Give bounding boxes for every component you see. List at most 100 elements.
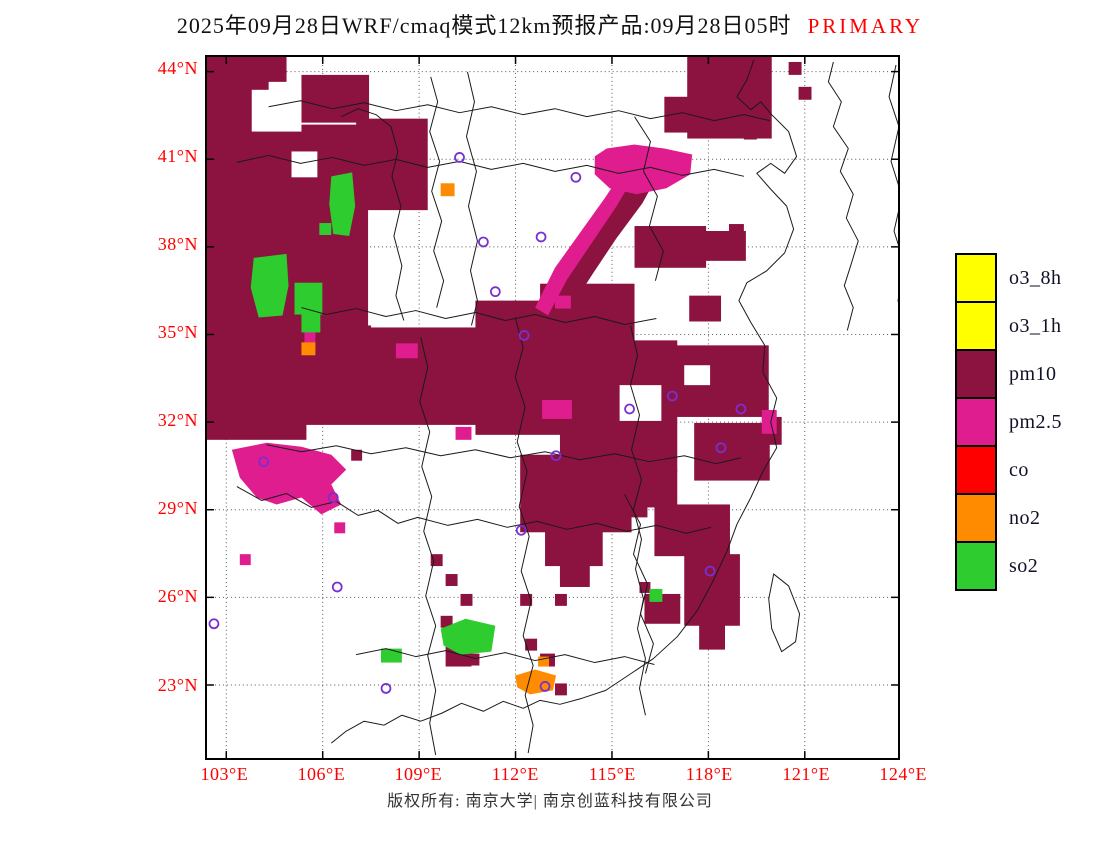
lon-tick-label: 121°E: [782, 764, 831, 784]
city-marker: [715, 442, 727, 454]
legend-swatch: [955, 541, 997, 591]
map-frame: [205, 55, 900, 760]
pollutant-patch-no2: [301, 342, 316, 356]
province-boundary: [429, 76, 445, 308]
title-text: 2025年09月28日WRF/cmaq模式12km预报产品:09月28日05时: [176, 13, 792, 38]
lon-tick-label: 115°E: [588, 764, 636, 784]
pollutant-patch-no2: [538, 656, 550, 667]
legend-label: o3_8h: [1009, 266, 1062, 289]
province-boundary: [419, 337, 437, 756]
legend-item-co: co: [955, 445, 1062, 495]
legend-swatch: [955, 253, 997, 303]
pollutant-patch-so2: [380, 648, 402, 663]
province-boundary: [266, 444, 742, 465]
pollutant-patch-pm10: [525, 638, 538, 651]
pollutant-patch-pm2.5: [395, 343, 418, 359]
province-boundary: [466, 71, 478, 326]
legend-item-so2: so2: [955, 541, 1062, 591]
pollutant-patch-pm10: [788, 61, 802, 75]
pollutant-patch-pm10: [440, 615, 453, 628]
pollutant-patch-pm10: [694, 422, 770, 481]
city-marker: [624, 403, 635, 415]
lat-tick-label: 32°N: [157, 410, 198, 431]
pollutant-patch-clear: [291, 151, 318, 178]
pollutant-patch-no2: [440, 183, 455, 197]
city-marker: [704, 565, 716, 577]
pollutant-patch-pm10: [520, 593, 533, 606]
pollutant-patch-pm2.5: [231, 442, 347, 515]
pollutant-patch-pm10: [689, 295, 722, 322]
lon-tick-label: 112°E: [491, 764, 539, 784]
pollutant-patch-pm2.5: [334, 522, 346, 534]
city-marker: [539, 681, 551, 692]
province-boundary: [236, 486, 712, 534]
pollutant-patch-pm10: [699, 623, 726, 650]
pollutant-patch-pm10: [430, 554, 443, 567]
legend-item-pm10: pm10: [955, 349, 1062, 399]
island-outline: [768, 573, 801, 653]
province-boundary: [624, 494, 654, 674]
city-marker: [515, 524, 527, 536]
province-boundary: [330, 59, 798, 744]
pollutant-patch-pm10: [559, 569, 572, 582]
lat-tick-label: 35°N: [157, 322, 198, 343]
legend-swatch: [955, 397, 997, 447]
province-boundary: [514, 317, 534, 754]
province-boundary: [301, 307, 657, 325]
pollutant-patch-so2: [649, 588, 663, 602]
province-boundary: [236, 154, 745, 177]
city-marker: [550, 450, 562, 462]
pollutant-patch-pm2.5: [455, 426, 472, 440]
lat-tick-label: 38°N: [157, 233, 198, 254]
pollutant-patch-pm10: [460, 593, 473, 606]
city-marker: [454, 152, 465, 163]
city-marker: [518, 330, 530, 341]
pollutant-patch-so2: [301, 312, 321, 333]
legend-label: pm2.5: [1009, 410, 1063, 433]
city-marker: [666, 390, 678, 402]
pollutant-patch-pm2.5: [239, 554, 251, 566]
pollutant-patch-no2: [515, 669, 556, 695]
title-primary-tag: PRIMARY: [807, 14, 924, 38]
legend-label: o3_1h: [1009, 314, 1062, 337]
province-boundary: [827, 61, 859, 331]
city-marker: [208, 618, 220, 630]
province-boundary: [630, 325, 646, 716]
lat-tick-label: 41°N: [157, 145, 198, 166]
city-marker: [478, 236, 489, 248]
pollutant-patch-pm10: [351, 449, 363, 461]
legend-label: co: [1009, 458, 1029, 481]
legend: o3_8h o3_1h pm10 pm2.5 co no2 so2: [955, 253, 1062, 591]
legend-swatch: [955, 493, 997, 543]
lat-tick-label: 26°N: [157, 586, 198, 607]
province-boundary: [888, 64, 898, 303]
pollutant-patch-pm2.5: [554, 295, 571, 309]
pollutant-patch-clear: [684, 365, 711, 386]
lon-tick-label: 118°E: [685, 764, 733, 784]
pollutant-patch-pm10: [301, 74, 370, 123]
pollutant-patch-pm10: [467, 653, 480, 666]
copyright: 版权所有: 南京大学| 南京创蓝科技有限公司: [387, 793, 713, 810]
city-marker: [380, 683, 392, 694]
lon-tick-label: 109°E: [394, 764, 443, 784]
legend-label: no2: [1009, 506, 1041, 529]
pollutant-patch-pm2.5: [761, 409, 777, 434]
legend-item-o3_8h: o3_8h: [955, 253, 1062, 303]
lat-tick-label: 44°N: [157, 57, 198, 78]
pollutant-patch-pm10: [554, 683, 567, 696]
pollutant-patch-so2: [319, 223, 332, 235]
pollutant-patch-clear: [619, 385, 662, 421]
province-boundary: [268, 100, 770, 122]
city-marker: [570, 171, 582, 183]
city-marker: [735, 403, 747, 415]
pollutant-patch-pm2.5: [535, 168, 638, 316]
pollutant-patch-clear: [251, 89, 302, 132]
legend-label: so2: [1009, 554, 1039, 577]
lat-tick-label: 23°N: [157, 674, 198, 695]
city-marker: [258, 456, 270, 468]
lon-tick-label: 103°E: [200, 764, 249, 784]
pollutant-patch-pm10: [545, 159, 667, 308]
pollutant-patch-pm10: [634, 226, 707, 268]
city-marker: [489, 286, 501, 298]
province-boundary: [356, 648, 655, 666]
